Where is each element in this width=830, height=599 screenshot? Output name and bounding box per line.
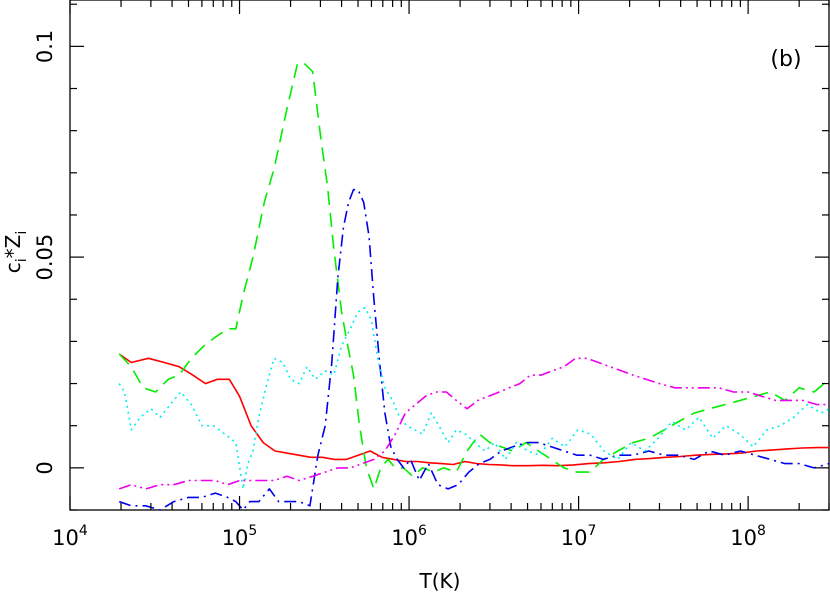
x-tick-label-base: 10 <box>561 526 588 550</box>
plot-frame <box>69 0 830 511</box>
x-tick-label: 105 <box>222 523 258 550</box>
x-tick-label-exponent: 5 <box>248 523 257 539</box>
y-axis-title: ci*Zi <box>1 231 30 273</box>
panel-label: (b) <box>770 47 801 72</box>
series-line-1 <box>118 353 829 467</box>
y-axis-ticks: 0 0.05 0.1 <box>33 3 829 511</box>
x-tick-label-exponent: 6 <box>418 523 427 539</box>
series-layer <box>118 62 830 511</box>
x-axis-title: T(K) <box>419 569 461 593</box>
x-tick-label-exponent: 8 <box>757 523 766 539</box>
y-tick-label: 0 <box>33 461 57 474</box>
y-axis-title-sub2: i <box>14 231 30 235</box>
x-tick-label: 108 <box>730 523 766 550</box>
y-tick-label: 0.05 <box>33 234 57 281</box>
x-tick-label-base: 10 <box>52 526 79 550</box>
series-line-4 <box>118 306 830 490</box>
x-tick-label: 106 <box>391 523 427 550</box>
x-tick-label-base: 10 <box>730 526 757 550</box>
y-axis-title-c: c <box>1 262 25 273</box>
x-tick-label-base: 10 <box>391 526 418 550</box>
x-tick-label: 107 <box>561 523 597 550</box>
x-tick-label-exponent: 4 <box>79 523 88 539</box>
y-axis-title-sub1: i <box>14 258 30 262</box>
x-tick-label: 104 <box>52 523 88 550</box>
series-line-2 <box>118 62 830 490</box>
x-tick-label-exponent: 7 <box>587 523 596 539</box>
y-tick-label: 0.1 <box>33 30 57 63</box>
y-axis-title-mid: *Z <box>1 235 25 259</box>
series-line-5 <box>118 357 829 490</box>
series-line-3 <box>118 188 830 511</box>
x-axis-ticks: 104 105 106 107 108 <box>52 0 830 550</box>
x-tick-label-base: 10 <box>222 526 249 550</box>
